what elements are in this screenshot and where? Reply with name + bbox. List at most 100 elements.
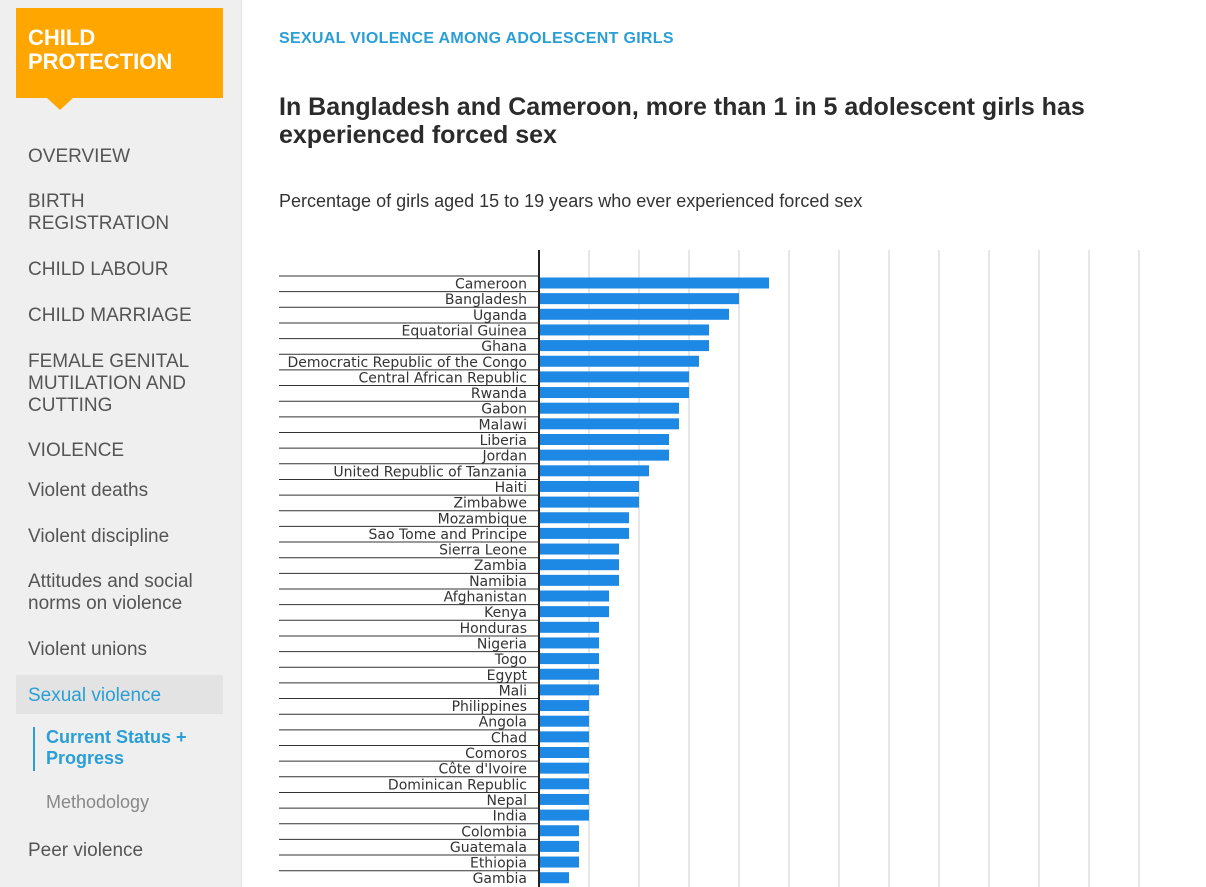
category-label: Cameroon	[455, 277, 527, 293]
category-label: Central African Republic	[358, 370, 527, 386]
sidebar: CHILD PROTECTION OVERVIEW BIRTH REGISTRATI…	[0, 0, 242, 887]
bar-democratic-republic-of-the-congo	[539, 355, 699, 367]
category-label: Nigeria	[477, 636, 527, 652]
category-label: Egypt	[487, 668, 528, 684]
category-label: Colombia	[461, 824, 527, 840]
category-label: Angola	[479, 715, 527, 731]
bar-zambia	[539, 559, 619, 571]
category-label: Gabon	[481, 402, 527, 418]
category-label: Liberia	[480, 433, 527, 449]
category-label: Côte d'Ivoire	[438, 762, 527, 778]
bar-haiti	[539, 480, 639, 492]
category-label: Sao Tome and Principe	[368, 527, 527, 543]
category-label: Jordan	[481, 449, 527, 465]
bar-ghana	[539, 340, 709, 352]
bar-zimbabwe	[539, 496, 639, 508]
subnav-active-indicator	[33, 727, 35, 771]
nav-birth-registration[interactable]: BIRTH REGISTRATION	[28, 191, 170, 234]
bar-egypt	[539, 668, 599, 680]
bar-kenya	[539, 606, 609, 618]
bar-angola	[539, 715, 589, 727]
category-label: Haiti	[495, 480, 527, 496]
bar-philippines	[539, 700, 589, 712]
bar-mozambique	[539, 512, 629, 524]
bar-gabon	[539, 402, 679, 414]
category-label: Philippines	[452, 699, 527, 715]
bar-malawi	[539, 418, 679, 430]
nav-child-labour[interactable]: CHILD LABOUR	[28, 259, 169, 280]
bar-rwanda	[539, 387, 689, 399]
category-label: Afghanistan	[444, 590, 527, 606]
bar-colombia	[539, 825, 579, 837]
bar-nepal	[539, 793, 589, 805]
category-label: Mozambique	[438, 511, 527, 527]
brand-pointer	[47, 98, 73, 110]
category-label: Sierra Leone	[439, 543, 527, 559]
bar-guatemala	[539, 840, 579, 852]
bar-india	[539, 809, 589, 821]
bar-ethiopia	[539, 856, 579, 868]
bar-central-african-republic	[539, 371, 689, 383]
bar-nigeria	[539, 637, 599, 649]
category-label: Nepal	[487, 793, 527, 809]
subnav-methodology[interactable]: Methodology	[46, 792, 150, 812]
bar-united-republic-of-tanzania	[539, 465, 649, 477]
nav-overview[interactable]: OVERVIEW	[28, 146, 131, 167]
bar-c-te-d-ivoire	[539, 762, 589, 774]
bar-togo	[539, 653, 599, 665]
category-label: Democratic Republic of the Congo	[288, 355, 527, 371]
bar-equatorial-guinea	[539, 324, 709, 336]
bar-sierra-leone	[539, 543, 619, 555]
active-item-highlight	[16, 675, 223, 714]
category-label: India	[493, 809, 527, 825]
category-label: Zambia	[474, 558, 527, 574]
category-label: Togo	[494, 652, 527, 668]
bar-chad	[539, 731, 589, 743]
bar-uganda	[539, 308, 729, 320]
nav-child-marriage[interactable]: CHILD MARRIAGE	[28, 305, 192, 326]
category-label: Honduras	[460, 621, 527, 637]
bar-dominican-republic	[539, 778, 589, 790]
brand-logo[interactable]: CHILD PROTECTION	[16, 8, 223, 98]
category-label: Equatorial Guinea	[402, 323, 527, 339]
bar-afghanistan	[539, 590, 609, 602]
nav-sexual-violence[interactable]: Sexual violence	[28, 685, 162, 706]
category-label: Rwanda	[471, 386, 527, 402]
nav-violent-deaths[interactable]: Violent deaths	[28, 480, 149, 501]
category-label: Ghana	[481, 339, 527, 355]
category-label: Bangladesh	[445, 292, 527, 308]
nav-violent-unions[interactable]: Violent unions	[28, 639, 148, 660]
nav-violent-discipline[interactable]: Violent discipline	[28, 526, 170, 547]
bar-honduras	[539, 621, 599, 633]
category-label: Malawi	[479, 417, 527, 433]
category-label: Kenya	[484, 605, 527, 621]
brand-line-1: CHILD	[28, 25, 96, 50]
bar-namibia	[539, 574, 619, 586]
category-label: Uganda	[473, 308, 527, 324]
bar-cameroon	[539, 277, 769, 289]
bar-sao-tome-and-principe	[539, 527, 629, 539]
bar-gambia	[539, 872, 569, 884]
category-label: Dominican Republic	[388, 777, 527, 793]
bar-jordan	[539, 449, 669, 461]
category-label: United Republic of Tanzania	[333, 464, 527, 480]
category-label: Zimbabwe	[453, 496, 527, 512]
category-label: Chad	[491, 730, 527, 746]
bar-mali	[539, 684, 599, 696]
brand-line-2: PROTECTION	[28, 49, 173, 74]
subnav-current-status[interactable]: Current Status + Progress	[46, 727, 187, 768]
category-label: Namibia	[469, 574, 527, 590]
page-title: In Bangladesh and Cameroon, more than 1 …	[279, 93, 1085, 149]
category-label: Ethiopia	[470, 856, 527, 872]
category-label: Gambia	[473, 871, 527, 887]
bar-bangladesh	[539, 293, 739, 305]
category-label: Guatemala	[450, 840, 527, 856]
nav-attitudes[interactable]: Attitudes and social norms on violence	[28, 571, 193, 614]
nav-violence[interactable]: VIOLENCE	[28, 440, 125, 461]
section-kicker: SEXUAL VIOLENCE AMONG ADOLESCENT GIRLS	[279, 30, 674, 47]
nav-peer-violence[interactable]: Peer violence	[28, 840, 144, 861]
category-label: Comoros	[465, 746, 527, 762]
bar-comoros	[539, 747, 589, 758]
nav-fgm[interactable]: FEMALE GENITAL MUTILATION AND CUTTING	[28, 351, 190, 416]
